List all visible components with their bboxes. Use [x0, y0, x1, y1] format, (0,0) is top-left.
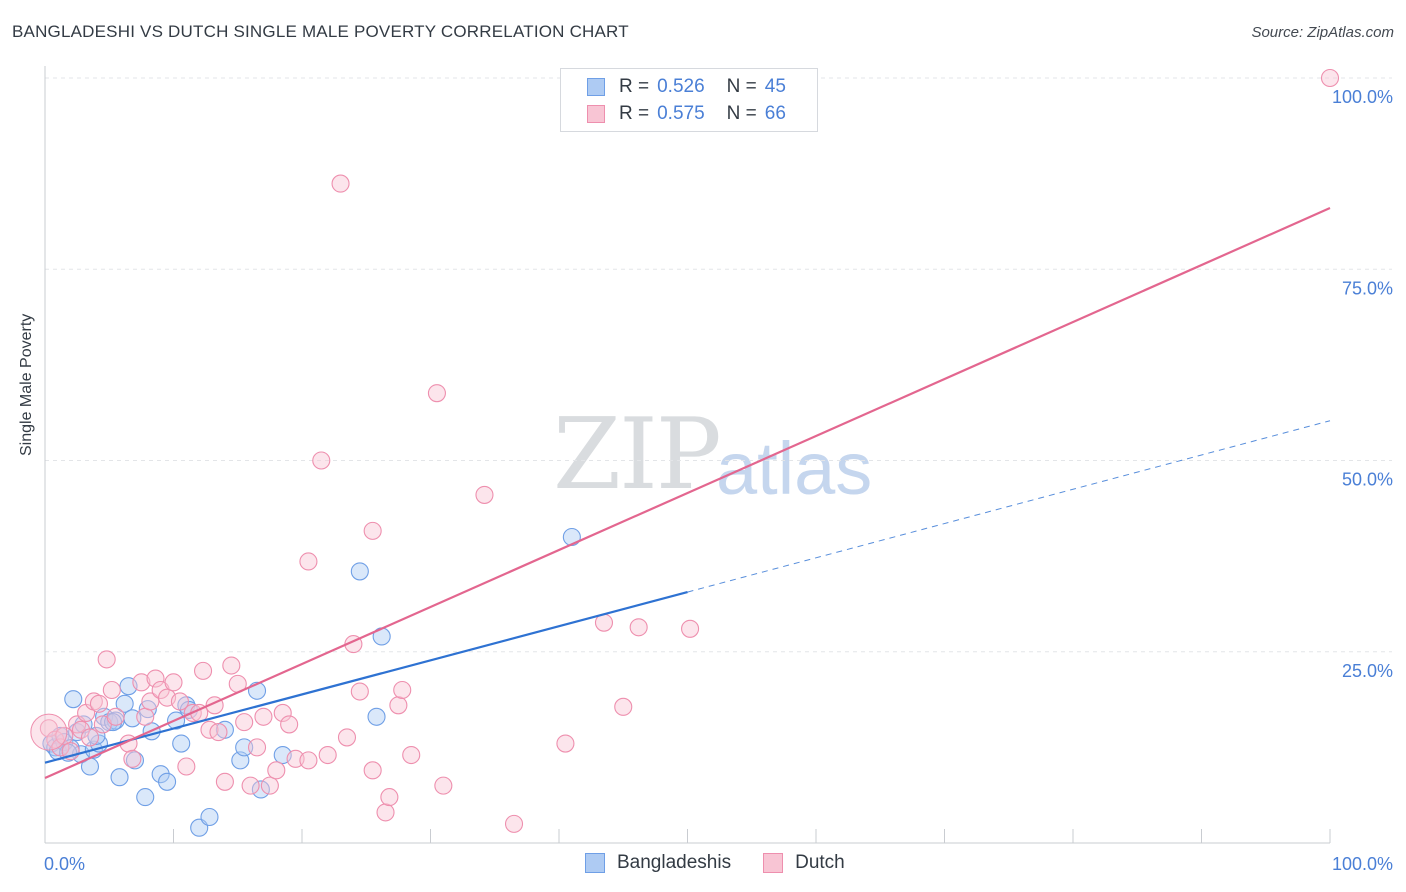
data-point-bangladeshis — [235, 738, 254, 757]
data-point-dutch — [97, 650, 116, 669]
trendline-bangladeshis-extension — [687, 420, 1331, 593]
data-point-dutch — [312, 451, 331, 470]
data-point-dutch — [389, 696, 408, 715]
data-point-dutch — [222, 656, 241, 675]
data-point-dutch — [350, 682, 369, 701]
x-tick-label: 0.0% — [44, 854, 85, 874]
legend-swatch-bangladeshis — [587, 78, 605, 96]
data-point-dutch — [614, 697, 633, 716]
data-point-dutch — [146, 669, 165, 688]
data-point-bangladeshis — [200, 807, 219, 827]
data-point-bangladeshis — [172, 734, 191, 753]
data-point-dutch — [427, 384, 446, 403]
series-legend: Bangladeshis Dutch — [585, 852, 877, 874]
data-point-dutch — [55, 726, 74, 745]
legend-row-bangladeshis: R = 0.526 N = 45 — [561, 74, 786, 100]
data-point-dutch — [681, 619, 700, 638]
data-point-dutch — [80, 728, 100, 747]
series-legend-bangladeshis: Bangladeshis — [585, 852, 731, 874]
series-name-dutch: Dutch — [795, 852, 845, 873]
data-point-dutch — [267, 761, 286, 780]
data-point-dutch — [235, 713, 254, 732]
data-point-bangladeshis — [158, 772, 177, 791]
data-point-bangladeshis — [87, 726, 106, 745]
data-point-dutch — [402, 745, 421, 765]
y-tick-label: 50.0% — [1342, 470, 1393, 490]
trendline-bangladeshis — [44, 591, 688, 764]
series-name-bangladeshis: Bangladeshis — [617, 852, 732, 873]
data-point-bangladeshis — [251, 780, 270, 799]
data-point-dutch — [393, 680, 412, 700]
data-point-dutch — [363, 521, 382, 540]
data-point-dutch — [170, 692, 189, 711]
data-point-bangladeshis — [64, 690, 83, 709]
data-point-dutch — [629, 618, 648, 637]
data-point-dutch-cluster — [30, 713, 68, 751]
data-point-dutch — [318, 745, 337, 765]
legend-n-label: N = — [726, 76, 757, 97]
data-point-dutch — [89, 694, 109, 713]
legend-r-label: R = — [619, 76, 650, 97]
data-point-dutch — [136, 707, 155, 726]
data-point-dutch — [299, 751, 318, 770]
source-label: Source: ZipAtlas.com — [1251, 24, 1394, 41]
data-point-dutch — [215, 772, 234, 791]
data-point-dutch — [504, 814, 524, 833]
data-point-dutch — [273, 703, 292, 723]
legend-n-label: N = — [726, 103, 757, 124]
data-point-dutch — [1320, 68, 1340, 88]
series-swatch-bangladeshis — [585, 853, 605, 873]
x-tick-label: 100.0% — [1332, 854, 1393, 874]
data-point-bangladeshis — [115, 694, 134, 713]
y-tick-label: 100.0% — [1332, 87, 1393, 107]
series-swatch-dutch — [763, 853, 784, 873]
legend-r-value: 0.526 — [657, 76, 705, 97]
data-point-dutch — [254, 707, 273, 726]
data-point-bangladeshis — [562, 527, 581, 547]
data-point-bangladeshis — [110, 768, 129, 787]
data-point-dutch — [434, 776, 453, 795]
data-point-dutch — [363, 761, 382, 780]
data-point-dutch — [247, 738, 267, 757]
series-legend-dutch: Dutch — [763, 852, 845, 874]
data-point-dutch — [209, 723, 228, 742]
y-tick-label: 75.0% — [1342, 278, 1393, 298]
legend-row-dutch: R = 0.575 N = 66 — [561, 101, 786, 127]
watermark-zip: ZIP — [553, 398, 722, 512]
data-point-dutch — [141, 692, 160, 711]
data-point-dutch — [337, 728, 357, 747]
data-point-dutch — [164, 673, 183, 692]
chart-title: BANGLADESHI VS DUTCH SINGLE MALE POVERTY… — [12, 22, 629, 41]
data-point-dutch — [475, 485, 494, 504]
data-point-dutch — [280, 715, 299, 734]
data-point-dutch — [380, 788, 399, 807]
data-point-dutch — [299, 552, 318, 571]
data-point-dutch — [331, 174, 350, 193]
data-point-dutch — [194, 661, 213, 680]
data-point-dutch — [51, 738, 70, 757]
trendline-dutch — [44, 207, 1331, 779]
legend-swatch-dutch — [587, 105, 605, 123]
data-point-dutch — [132, 673, 151, 692]
data-point-dutch — [177, 757, 196, 776]
data-point-dutch — [39, 719, 58, 738]
data-point-dutch — [123, 749, 142, 768]
legend-box: R = 0.526 N = 45 R = 0.575 N = 66 — [560, 68, 818, 132]
data-point-bangladeshis — [136, 788, 155, 807]
data-point-bangladeshis — [151, 765, 170, 784]
legend-n-value: 45 — [764, 76, 786, 97]
y-tick-label: 25.0% — [1342, 661, 1393, 681]
legend-n-value: 66 — [764, 103, 786, 124]
data-point-dutch — [376, 803, 395, 822]
data-point-dutch — [260, 776, 279, 795]
data-point-dutch — [102, 680, 121, 700]
data-point-bangladeshis — [367, 707, 386, 726]
legend-r-label: R = — [619, 103, 650, 124]
data-point-bangladeshis — [350, 562, 369, 581]
data-point-dutch — [556, 734, 575, 753]
legend-r-value: 0.575 — [657, 103, 705, 124]
data-point-dutch — [241, 776, 260, 795]
data-point-dutch — [106, 707, 125, 726]
